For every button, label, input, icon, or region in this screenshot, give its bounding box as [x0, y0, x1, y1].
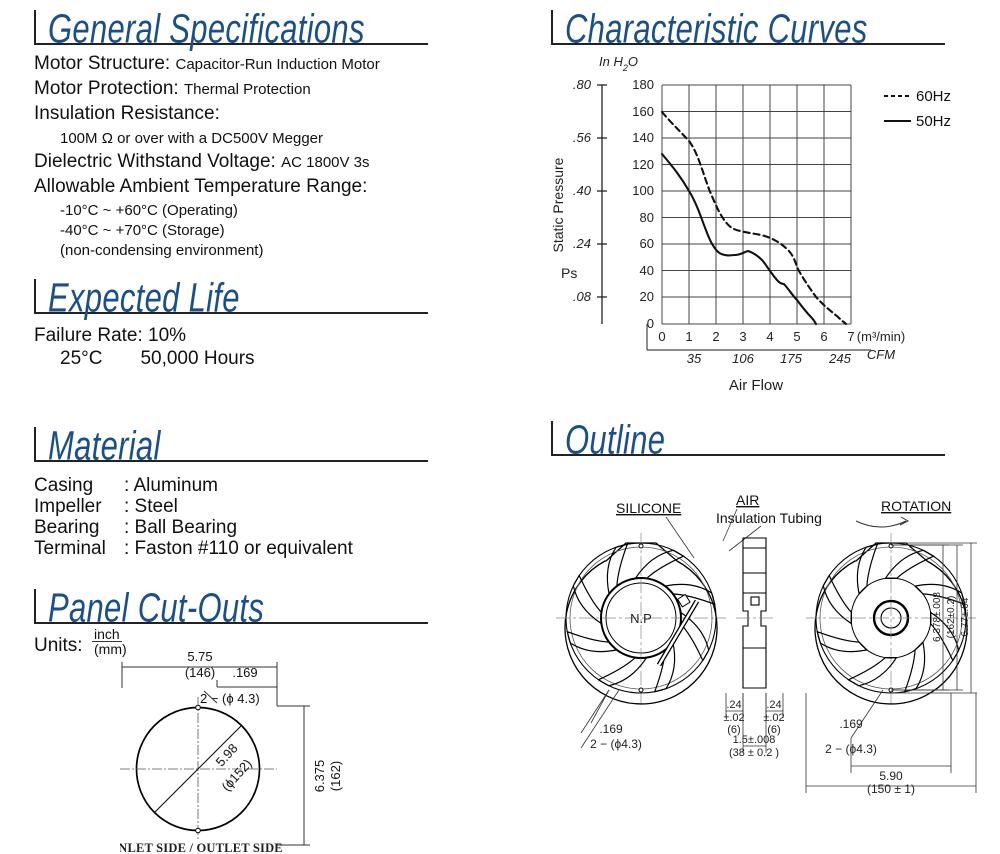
svg-text:.169: .169: [599, 722, 623, 736]
svg-text:(m³/min): (m³/min): [857, 329, 905, 344]
svg-text:Static Pressure: Static Pressure: [551, 157, 566, 252]
svg-text:6: 6: [820, 329, 827, 344]
svg-text:180: 180: [632, 77, 654, 92]
svg-text:0: 0: [658, 329, 665, 344]
svg-text:.169: .169: [839, 717, 863, 731]
svg-text:.24: .24: [573, 236, 591, 251]
svg-text:1.5±.008: 1.5±.008: [733, 734, 776, 746]
svg-text:(162): (162): [328, 761, 343, 791]
svg-text:SILICONE: SILICONE: [616, 500, 681, 516]
svg-text:106: 106: [732, 351, 754, 366]
svg-text:ROTATION: ROTATION: [881, 498, 951, 514]
svg-text:2: 2: [712, 329, 719, 344]
svg-text:AIR: AIR: [736, 492, 759, 508]
svg-text:.80: .80: [573, 77, 592, 92]
svg-text:80: 80: [640, 210, 654, 225]
svg-text:5.90: 5.90: [879, 769, 903, 783]
svg-text:2 − (ϕ4.3): 2 − (ϕ4.3): [590, 737, 642, 751]
svg-text:5: 5: [793, 329, 800, 344]
svg-text:35: 35: [687, 351, 702, 366]
svg-text:5.75: 5.75: [187, 649, 212, 664]
svg-text:50Hz: 50Hz: [916, 113, 951, 130]
svg-text:245: 245: [828, 351, 851, 366]
svg-text:±.02: ±.02: [723, 712, 744, 724]
svg-text:120: 120: [632, 157, 654, 172]
svg-text:4: 4: [766, 329, 773, 344]
svg-text:160: 160: [632, 104, 654, 119]
svg-text:40: 40: [640, 263, 654, 278]
svg-text:(146): (146): [185, 665, 215, 680]
svg-text:6.378±.008: 6.378±.008: [932, 592, 943, 642]
svg-text:(150 ± 1): (150 ± 1): [867, 782, 915, 796]
svg-text:60: 60: [640, 236, 654, 251]
svg-text:Ps: Ps: [561, 265, 577, 281]
svg-text:7: 7: [847, 329, 854, 344]
svg-text:6.375: 6.375: [312, 760, 327, 793]
svg-text:20: 20: [640, 289, 654, 304]
svg-text:N.P: N.P: [630, 611, 652, 626]
svg-text:.40: .40: [573, 183, 592, 198]
svg-text:2 − (ϕ4.3): 2 − (ϕ4.3): [825, 742, 877, 756]
svg-text:Air Flow: Air Flow: [729, 377, 783, 394]
svg-text:0: 0: [647, 316, 654, 331]
svg-text:6.77±.04: 6.77±.04: [960, 597, 971, 636]
svg-text:.24: .24: [766, 699, 781, 711]
svg-text:Insulation Tubing: Insulation Tubing: [716, 510, 822, 526]
svg-text:In H2O: In H2O: [599, 54, 638, 73]
svg-text:.56: .56: [573, 130, 592, 145]
svg-text:2 − (ϕ 4.3): 2 − (ϕ 4.3): [200, 691, 260, 706]
svg-text:140: 140: [632, 130, 654, 145]
svg-text:±.02: ±.02: [763, 712, 784, 724]
svg-text:1: 1: [685, 329, 692, 344]
svg-text:100: 100: [632, 183, 654, 198]
svg-text:.169: .169: [232, 665, 257, 680]
svg-text:60Hz: 60Hz: [916, 88, 951, 105]
svg-text:(162±0.2): (162±0.2): [946, 596, 957, 639]
svg-text:(38 ± 0.2 ): (38 ± 0.2 ): [729, 747, 779, 759]
svg-text:.24: .24: [726, 699, 741, 711]
svg-text:.08: .08: [573, 289, 592, 304]
svg-text:175: 175: [780, 351, 802, 366]
svg-text:3: 3: [739, 329, 746, 344]
svg-text:CFM: CFM: [867, 347, 895, 362]
svg-text:INLET SIDE / OUTLET SIDE: INLET SIDE / OUTLET SIDE: [120, 841, 283, 854]
